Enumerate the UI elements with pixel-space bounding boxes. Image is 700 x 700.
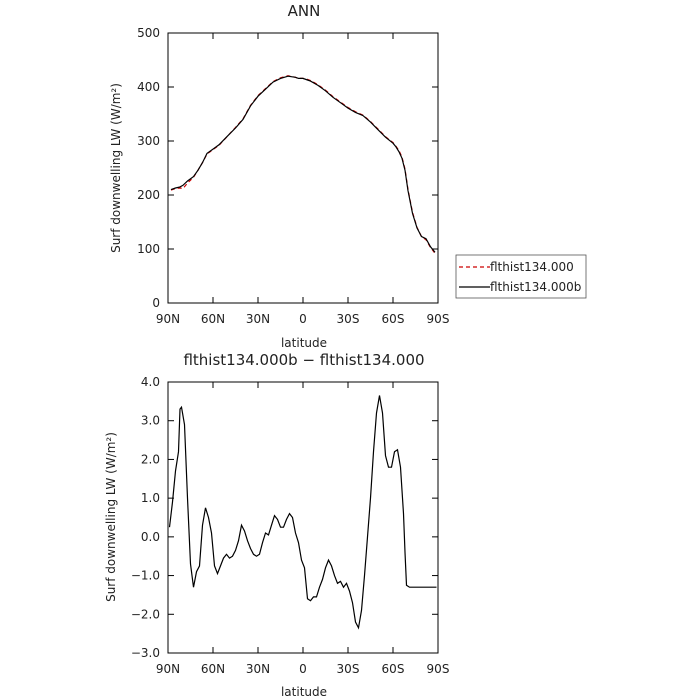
- bottom-series-line-1: [168, 395, 437, 630]
- bottom-panel: flthist134.000b − flthist134.000 −3.0 −2.…: [104, 351, 449, 699]
- bottom-x-tick-label: 30N: [246, 662, 270, 676]
- bottom-x-tick-label: 60N: [201, 662, 225, 676]
- bottom-chart-title: flthist134.000b − flthist134.000: [183, 351, 424, 369]
- bottom-y-axis-label: Surf downwelling LW (W/m²): [104, 432, 118, 602]
- legend-label-series-2: flthist134.000b: [490, 280, 581, 294]
- bottom-x-tick-label: 90S: [427, 662, 450, 676]
- top-series-lines: [170, 75, 436, 254]
- bottom-y-tick-label: −3.0: [131, 646, 160, 660]
- top-panel: ANN 0 100 200 300 400 500 90N 60N 30N 0 30S 60S 90S…: [109, 2, 587, 350]
- legend: flthist134.000 flthist134.000b: [455, 254, 587, 299]
- top-chart-title: ANN: [288, 2, 321, 20]
- bottom-y-tick-label: 1.0: [141, 491, 160, 505]
- bottom-x-tick-label: 60S: [382, 662, 405, 676]
- bottom-y-tick-label: −2.0: [131, 607, 160, 621]
- top-x-tick-label: 60N: [201, 312, 225, 326]
- top-y-tick-label: 100: [137, 242, 160, 256]
- top-x-axis-label: latitude: [281, 336, 327, 350]
- top-y-tick-label: 300: [137, 134, 160, 148]
- top-x-axis: 90N 60N 30N 0 30S 60S 90S: [156, 33, 450, 326]
- bottom-x-tick-label: 0: [299, 662, 307, 676]
- bottom-x-axis-label: latitude: [281, 685, 327, 699]
- top-x-tick-label: 90N: [156, 312, 180, 326]
- legend-label-series-1: flthist134.000: [490, 260, 574, 274]
- bottom-x-axis: 90N 60N 30N 0 30S 60S 90S: [156, 382, 450, 676]
- top-plot-frame: [167, 32, 439, 304]
- bottom-y-tick-label: 2.0: [141, 452, 160, 466]
- top-series-line-2: [170, 75, 436, 253]
- bottom-y-tick-label: 3.0: [141, 414, 160, 428]
- top-x-tick-label: 30N: [246, 312, 270, 326]
- bottom-y-axis: −3.0 −2.0 −1.0 0.0 1.0 2.0 3.0 4.0: [131, 375, 438, 660]
- top-y-tick-label: 0: [152, 296, 160, 310]
- bottom-x-tick-label: 30S: [337, 662, 360, 676]
- top-series-line-1: [170, 75, 436, 254]
- top-x-tick-label: 90S: [427, 312, 450, 326]
- top-y-axis: 0 100 200 300 400 500: [137, 26, 438, 310]
- top-x-tick-label: 0: [299, 312, 307, 326]
- bottom-series-lines: [168, 395, 437, 630]
- bottom-x-tick-label: 90N: [156, 662, 180, 676]
- top-x-tick-label: 30S: [337, 312, 360, 326]
- legend-frame: [455, 254, 587, 299]
- bottom-y-tick-label: −1.0: [131, 569, 160, 583]
- top-y-axis-label: Surf downwelling LW (W/m²): [109, 83, 123, 253]
- top-y-tick-label: 200: [137, 188, 160, 202]
- top-y-tick-label: 400: [137, 80, 160, 94]
- bottom-y-tick-label: 4.0: [141, 375, 160, 389]
- top-y-tick-label: 500: [137, 26, 160, 40]
- bottom-y-tick-label: 0.0: [141, 530, 160, 544]
- top-x-tick-label: 60S: [382, 312, 405, 326]
